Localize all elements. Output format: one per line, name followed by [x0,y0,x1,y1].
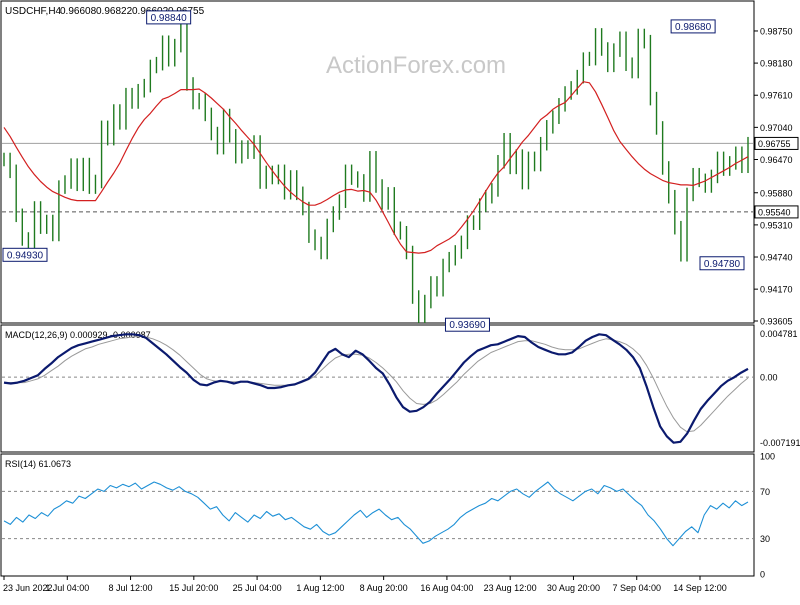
price-callout-label: 0.93690 [449,320,486,331]
x-axis-label: 16 Aug 04:00 [420,583,473,593]
x-axis-label: 7 Sep 04:00 [612,583,661,593]
x-axis-label: 30 Aug 20:00 [547,583,600,593]
rsi-axis-label: 0 [760,570,765,580]
rsi-title: RSI(14) 61.0673 [5,459,71,469]
axis-price-box [754,136,799,150]
axis-price-box [754,205,799,219]
x-axis-label: 1 Jul 04:00 [45,583,89,593]
header-symbol: USDCHF,H4 [5,6,62,17]
rsi-axis-label: 70 [760,487,770,497]
header-open: 0.96608 [60,6,97,17]
grid-layer [2,142,753,540]
price-axis-label: 0.97040 [760,123,793,133]
price-axis-label: 0.96470 [760,155,793,165]
axis-price-box-label: 0.95540 [758,207,791,217]
callouts-layer: 0.98840 0.94930 0.93690 0.98680 0.94780 [2,10,745,332]
price-callout-label: 0.94780 [704,259,741,270]
price-axis-label: 0.98750 [760,26,793,36]
price-panel-frame [0,0,755,324]
macd-axis-label: 0.00 [760,373,778,383]
axis-price-box-label: 0.96755 [758,139,791,149]
rsi-panel-frame [0,453,755,577]
macd-title: MACD(12,26,9) 0.000929 -0.000087 [5,330,151,340]
price-callout-label: 0.98840 [151,13,188,24]
rsi-line [3,481,749,547]
macd-axis-label: -0.007191 [760,438,800,448]
price-callout-label: 0.98680 [675,22,712,33]
rsi-axis-label: 30 [760,534,770,544]
header-high: 0.96822 [96,6,133,17]
price-callout-box [2,247,48,262]
price-axis-label: 0.98180 [760,59,793,69]
price-axis-label: 0.94740 [760,253,793,263]
x-axis-label: 23 Aug 12:00 [484,583,537,593]
rsi-axis-label: 100 [760,452,775,462]
price-axis-label: 0.93605 [760,317,793,327]
price-axis-label: 0.97610 [760,91,793,101]
price-axis-label: 0.94170 [760,285,793,295]
macd-panel-frame [0,324,755,453]
x-axis-label: 8 Jul 12:00 [109,583,153,593]
watermark: ActionForex.com [326,52,506,79]
x-axis-label: 25 Jul 04:00 [233,583,282,593]
x-axis-label: 15 Jul 20:00 [169,583,218,593]
price-callout-label: 0.94930 [7,250,44,261]
price-callout-box [146,10,192,25]
price-callout-box [670,19,716,34]
axes-layer: 0.98750 0.98180 0.97610 0.97040 0.96470 0.958… [3,26,800,593]
x-axis-label: 8 Aug 20:00 [360,583,408,593]
x-axis-label: 1 Aug 12:00 [296,583,344,593]
price-axis-label: 0.95310 [760,220,793,230]
macd-main-line [3,333,749,444]
lines-layer [3,19,749,547]
price-callout-box [699,256,745,271]
macd-signal-line [4,335,749,433]
x-axis-label: 23 Jun 2022 [3,583,53,593]
macd-axis-label: 0.004781 [760,329,798,339]
x-axis-label: 14 Sep 12:00 [673,583,727,593]
price-callout-box [444,317,490,332]
moving-average-line [3,81,749,254]
price-axis-label: 0.95880 [760,188,793,198]
